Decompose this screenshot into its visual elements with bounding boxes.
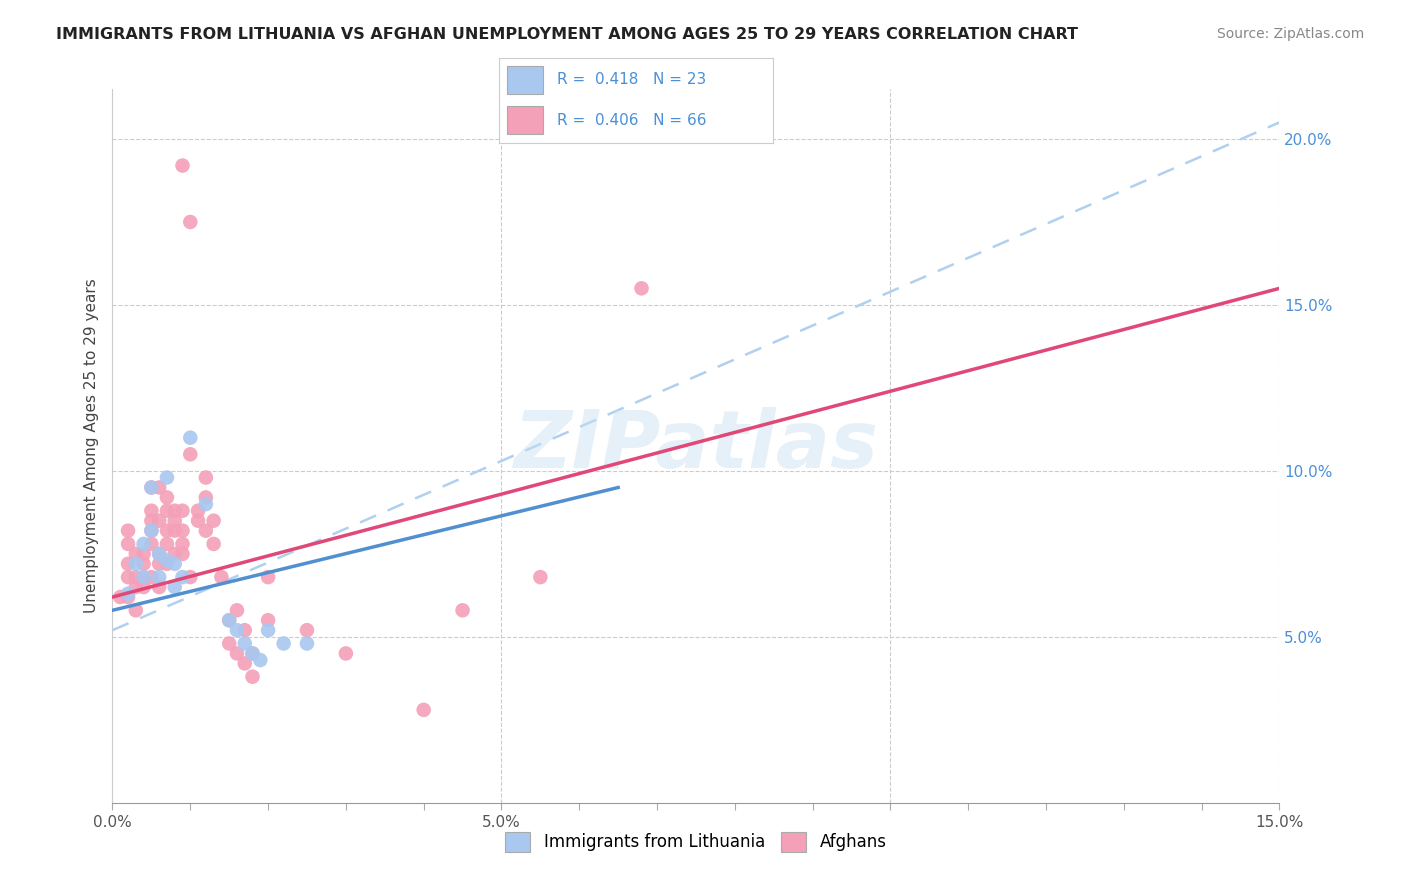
Point bbox=[194, 491, 217, 505]
Point bbox=[117, 587, 139, 601]
Point bbox=[179, 447, 201, 461]
Point bbox=[172, 524, 194, 538]
Text: R =  0.406   N = 66: R = 0.406 N = 66 bbox=[557, 112, 706, 128]
Point bbox=[242, 670, 264, 684]
Point bbox=[172, 537, 194, 551]
Point bbox=[295, 624, 318, 638]
Point bbox=[172, 504, 194, 518]
Point bbox=[132, 537, 155, 551]
Point bbox=[242, 647, 264, 661]
Point bbox=[156, 470, 179, 484]
Point bbox=[132, 580, 155, 594]
Point bbox=[172, 547, 194, 561]
Point bbox=[156, 557, 179, 571]
Point bbox=[233, 636, 256, 650]
Point bbox=[187, 514, 209, 528]
Point bbox=[194, 497, 217, 511]
Point bbox=[226, 624, 249, 638]
Point bbox=[156, 537, 179, 551]
Point bbox=[202, 537, 225, 551]
Point bbox=[172, 159, 194, 173]
Point bbox=[233, 624, 256, 638]
Point bbox=[451, 603, 474, 617]
Point bbox=[156, 553, 179, 567]
Point bbox=[156, 524, 179, 538]
Legend: Immigrants from Lithuania, Afghans: Immigrants from Lithuania, Afghans bbox=[499, 825, 893, 859]
Point bbox=[141, 537, 163, 551]
Point bbox=[141, 504, 163, 518]
Text: ZIPatlas: ZIPatlas bbox=[513, 407, 879, 485]
Point bbox=[117, 570, 139, 584]
Point bbox=[132, 557, 155, 571]
Point bbox=[110, 590, 132, 604]
Point bbox=[257, 570, 280, 584]
Point bbox=[117, 590, 139, 604]
Point bbox=[218, 613, 240, 627]
Point bbox=[117, 524, 139, 538]
Point bbox=[125, 570, 148, 584]
Point bbox=[132, 547, 155, 561]
Point bbox=[148, 547, 170, 561]
Y-axis label: Unemployment Among Ages 25 to 29 years: Unemployment Among Ages 25 to 29 years bbox=[83, 278, 98, 614]
Point bbox=[125, 547, 148, 561]
Point bbox=[141, 524, 163, 538]
Point bbox=[163, 514, 186, 528]
Point bbox=[125, 580, 148, 594]
Point bbox=[172, 570, 194, 584]
FancyBboxPatch shape bbox=[508, 66, 543, 94]
Point bbox=[148, 547, 170, 561]
Point bbox=[117, 537, 139, 551]
Point bbox=[529, 570, 551, 584]
Point bbox=[117, 557, 139, 571]
Point bbox=[233, 657, 256, 671]
Point bbox=[163, 580, 186, 594]
Point bbox=[163, 524, 186, 538]
Point bbox=[187, 504, 209, 518]
Point bbox=[242, 647, 264, 661]
FancyBboxPatch shape bbox=[508, 106, 543, 134]
Point bbox=[156, 504, 179, 518]
Point bbox=[163, 557, 186, 571]
Point bbox=[295, 636, 318, 650]
Point bbox=[194, 524, 217, 538]
Point bbox=[141, 524, 163, 538]
Point bbox=[141, 481, 163, 495]
Point bbox=[630, 281, 652, 295]
Point bbox=[179, 570, 201, 584]
Point bbox=[125, 603, 148, 617]
Point bbox=[148, 570, 170, 584]
Point bbox=[226, 647, 249, 661]
Point bbox=[141, 570, 163, 584]
Text: Source: ZipAtlas.com: Source: ZipAtlas.com bbox=[1216, 27, 1364, 41]
Point bbox=[125, 557, 148, 571]
Point bbox=[202, 514, 225, 528]
Point bbox=[179, 215, 201, 229]
Point bbox=[412, 703, 434, 717]
Point bbox=[163, 504, 186, 518]
Point bbox=[148, 557, 170, 571]
Point bbox=[257, 624, 280, 638]
Point bbox=[226, 603, 249, 617]
Text: R =  0.418   N = 23: R = 0.418 N = 23 bbox=[557, 72, 706, 87]
Point bbox=[132, 570, 155, 584]
Point bbox=[148, 481, 170, 495]
Point bbox=[218, 613, 240, 627]
Point bbox=[273, 636, 295, 650]
Point bbox=[141, 481, 163, 495]
Point bbox=[249, 653, 271, 667]
Point bbox=[209, 570, 232, 584]
Point bbox=[257, 613, 280, 627]
Point bbox=[218, 636, 240, 650]
Point bbox=[335, 647, 357, 661]
Point bbox=[163, 547, 186, 561]
Point bbox=[148, 514, 170, 528]
Point bbox=[148, 580, 170, 594]
Point bbox=[156, 491, 179, 505]
Text: IMMIGRANTS FROM LITHUANIA VS AFGHAN UNEMPLOYMENT AMONG AGES 25 TO 29 YEARS CORRE: IMMIGRANTS FROM LITHUANIA VS AFGHAN UNEM… bbox=[56, 27, 1078, 42]
Point bbox=[194, 470, 217, 484]
Point bbox=[179, 431, 201, 445]
Point bbox=[132, 570, 155, 584]
Point bbox=[141, 514, 163, 528]
